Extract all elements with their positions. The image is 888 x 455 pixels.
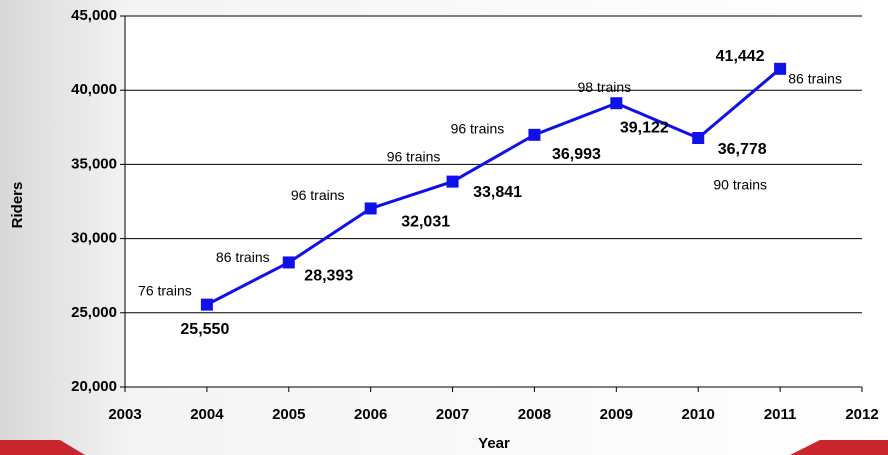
marker — [364, 202, 377, 215]
marker — [774, 62, 787, 75]
x-tick-label: 2005 — [272, 406, 305, 423]
x-tick-label: 2008 — [518, 406, 551, 423]
y-tick-label: 35,000 — [71, 155, 117, 172]
y-tick-label: 40,000 — [71, 81, 117, 98]
x-tick-label: 2011 — [764, 406, 797, 423]
value-label: 25,550 — [180, 321, 229, 338]
value-label: 36,778 — [718, 141, 767, 158]
point-note: 76 trains — [138, 282, 192, 298]
point-note: 96 trains — [291, 187, 345, 203]
plot-area — [125, 16, 862, 387]
x-tick-label: 2007 — [436, 406, 469, 423]
decor-left — [0, 440, 85, 455]
point-note: 90 trains — [713, 177, 767, 193]
marker — [692, 132, 705, 145]
point-note: 86 trains — [216, 249, 270, 265]
series-line — [206, 67, 782, 306]
point-note: 98 trains — [577, 79, 631, 95]
marker — [282, 256, 295, 269]
point-note: 86 trains — [788, 71, 842, 87]
marker — [528, 128, 541, 141]
y-axis-title: Riders — [9, 182, 26, 229]
value-label: 41,442 — [716, 48, 765, 65]
value-label: 39,122 — [620, 119, 669, 136]
y-tick-label: 30,000 — [71, 230, 117, 247]
x-tick-label: 2003 — [108, 406, 141, 423]
marker — [446, 175, 459, 188]
marker — [610, 97, 623, 110]
x-tick-label: 2004 — [190, 406, 224, 423]
decor-right — [790, 440, 888, 455]
value-label: 36,993 — [552, 146, 601, 163]
x-tick-label: 2009 — [600, 406, 633, 423]
x-axis-title: Year — [478, 435, 510, 452]
y-tick-label: 25,000 — [71, 304, 117, 321]
point-note: 96 trains — [451, 121, 505, 137]
marker — [200, 298, 213, 311]
x-tick-label: 2006 — [354, 406, 387, 423]
x-tick-label: 2012 — [845, 406, 878, 423]
y-tick-label: 20,000 — [71, 378, 117, 395]
value-label: 33,841 — [473, 184, 522, 201]
x-tick-label: 2010 — [682, 406, 715, 423]
value-label: 32,031 — [401, 214, 450, 231]
point-note: 96 trains — [387, 148, 441, 164]
value-label: 28,393 — [304, 268, 353, 285]
y-tick-label: 45,000 — [71, 7, 117, 24]
